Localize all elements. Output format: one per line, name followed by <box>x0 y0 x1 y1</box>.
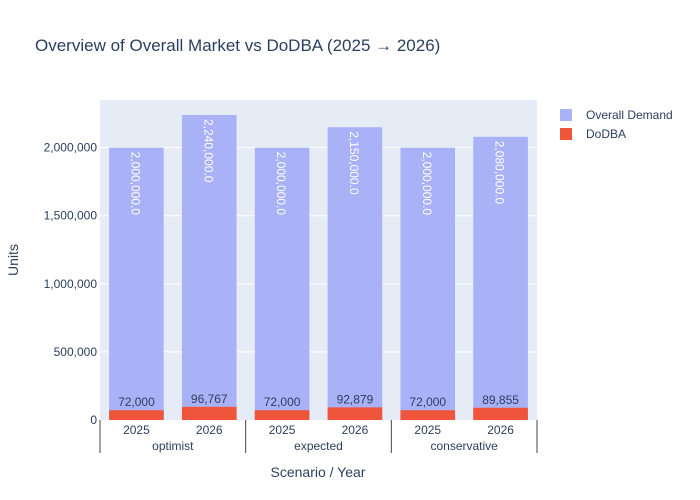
plot-area <box>100 100 537 420</box>
x-tick-label: 2025 <box>414 423 441 437</box>
bar-overall-demand <box>254 147 310 420</box>
bar-dodba <box>400 410 456 420</box>
x-tick-label: 2026 <box>342 423 369 437</box>
bar-dodba <box>473 407 528 420</box>
bar-label-overall-demand: 2,000,000.0 <box>420 152 434 216</box>
bar-overall-demand <box>400 147 456 420</box>
legend-swatch <box>560 128 572 140</box>
x-tick-label: 2025 <box>269 423 296 437</box>
x-tick-label: 2025 <box>123 423 150 437</box>
bar-label-overall-demand: 2,000,000.0 <box>128 152 142 216</box>
x-tick-label: 2026 <box>487 423 514 437</box>
bar-label-overall-demand: 2,150,000.0 <box>347 131 361 195</box>
x-group-label: conservative <box>430 439 498 453</box>
gridlines <box>100 147 537 353</box>
bar-dodba <box>181 406 237 420</box>
y-tick-label: 1,500,000 <box>44 209 98 223</box>
bar-label-dodba: 72,000 <box>264 395 301 409</box>
x-group-label: expected <box>294 439 343 453</box>
bar-overall-demand <box>327 127 383 420</box>
bar-label-dodba: 89,855 <box>482 393 519 407</box>
y-axis: 0 500,000 1,000,000 1,500,000 2,000,000 <box>44 141 98 427</box>
y-tick-label: 1,000,000 <box>44 277 98 291</box>
legend: Overall Demand DoDBA <box>560 108 673 141</box>
bar-overall-demand <box>181 114 237 420</box>
x-axis-title: Scenario / Year <box>271 464 366 480</box>
bar-label-dodba: 72,000 <box>409 395 446 409</box>
chart-title: Overview of Overall Market vs DoDBA (202… <box>35 36 440 55</box>
bar-overall-demand <box>109 147 164 420</box>
x-tick-label: 2026 <box>196 423 223 437</box>
bar-label-dodba: 96,767 <box>191 392 228 406</box>
bar-overall-demand <box>473 136 528 420</box>
bar-label-dodba: 92,879 <box>337 392 374 406</box>
bar-label-overall-demand: 2,080,000.0 <box>493 141 507 205</box>
y-tick-label: 500,000 <box>54 345 98 359</box>
y-axis-title: Units <box>5 244 21 276</box>
bar-dodba <box>109 410 164 420</box>
legend-label: DoDBA <box>586 127 626 141</box>
legend-label: Overall Demand <box>586 108 673 122</box>
y-tick-label: 0 <box>90 413 97 427</box>
bars <box>109 114 528 420</box>
bar-labels: 2,000,000.0 2,240,000.0 2,000,000.0 2,150,0… <box>118 119 519 409</box>
bar-dodba <box>327 407 383 420</box>
bar-label-overall-demand: 2,240,000.0 <box>201 119 215 183</box>
y-tick-label: 2,000,000 <box>44 141 98 155</box>
legend-swatch <box>560 109 572 121</box>
bar-dodba <box>254 410 310 420</box>
bar-label-overall-demand: 2,000,000.0 <box>274 152 288 216</box>
bar-label-dodba: 72,000 <box>118 395 155 409</box>
x-group-label: optimist <box>152 439 194 453</box>
